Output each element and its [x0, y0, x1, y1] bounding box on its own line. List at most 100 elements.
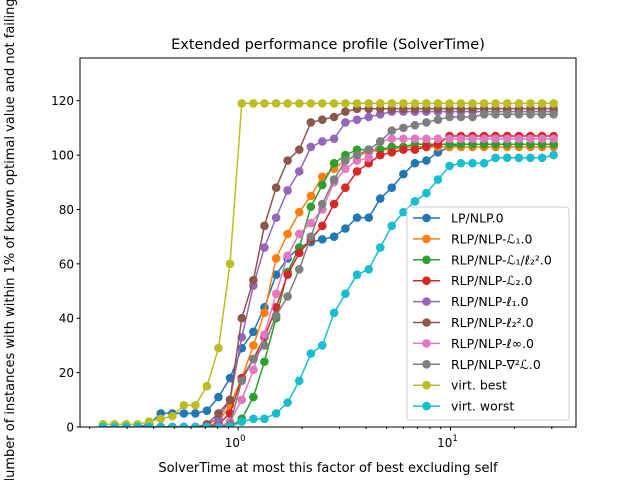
data-point	[202, 381, 212, 391]
series-line	[103, 108, 554, 427]
data-point	[249, 341, 258, 350]
data-point	[526, 153, 535, 163]
data-point	[502, 134, 512, 144]
data-point	[306, 232, 316, 241]
data-point	[179, 422, 189, 427]
data-point	[410, 99, 420, 108]
legend-item-9: virt. worst	[413, 399, 514, 414]
y-tick-label: 80	[59, 203, 74, 217]
data-point	[271, 213, 281, 222]
data-point	[283, 251, 292, 260]
data-point	[260, 414, 269, 424]
data-point	[317, 115, 327, 125]
data-point	[422, 99, 431, 108]
data-point	[341, 289, 350, 299]
legend-label: RLP/NLP-ℒ₂.0	[451, 273, 532, 288]
legend-item-0: LP/NLP.0	[413, 211, 504, 226]
data-point	[110, 422, 119, 427]
series-line	[103, 138, 554, 427]
data-point	[317, 99, 327, 108]
data-point	[479, 158, 489, 168]
data-point	[260, 330, 269, 339]
data-point	[537, 153, 547, 163]
data-point	[144, 422, 154, 427]
data-point	[225, 259, 235, 269]
data-point	[410, 120, 420, 130]
data-point	[410, 134, 420, 144]
data-point	[271, 303, 281, 312]
y-tick-label: 120	[51, 94, 74, 108]
data-point	[341, 164, 350, 173]
legend-item-8: virt. best	[413, 378, 507, 393]
legend-marker	[422, 276, 431, 286]
data-point	[283, 99, 292, 108]
data-point	[260, 308, 269, 318]
x-axis-label: SolverTime at most this factor of best e…	[158, 461, 498, 476]
data-point	[387, 99, 397, 108]
plot-frame	[79, 57, 577, 428]
data-point	[399, 123, 408, 133]
data-point	[260, 243, 269, 252]
data-point	[537, 134, 547, 144]
data-point	[202, 406, 212, 415]
data-point	[352, 270, 362, 280]
data-point	[133, 422, 142, 427]
data-point	[387, 126, 397, 135]
data-point	[456, 112, 466, 122]
data-point	[364, 99, 374, 108]
legend-label: LP/NLP.0	[451, 211, 504, 226]
data-point	[422, 134, 431, 144]
data-point	[410, 158, 420, 168]
data-point	[237, 417, 247, 426]
data-point	[364, 264, 374, 274]
x-tick-exponent: 0	[240, 434, 245, 444]
legend-item-6: RLP/NLP-ℓ∞.0	[413, 336, 534, 351]
data-point	[375, 243, 385, 252]
series-9	[98, 150, 558, 427]
data-point	[283, 229, 292, 239]
data-point	[283, 292, 292, 301]
data-point	[306, 142, 316, 152]
data-point	[364, 213, 374, 222]
data-point	[468, 134, 477, 144]
legend-marker	[422, 297, 431, 306]
data-point	[214, 409, 223, 418]
data-point	[294, 229, 304, 239]
data-point	[352, 115, 362, 125]
data-point	[214, 343, 223, 353]
data-point	[549, 150, 558, 160]
data-point	[433, 99, 443, 108]
x-tick-exponent: 1	[452, 434, 457, 444]
legend-marker	[422, 234, 431, 244]
data-point	[514, 153, 524, 163]
legend-item-5: RLP/NLP-ℓ₂².0	[413, 315, 534, 330]
data-point	[375, 99, 385, 108]
data-point	[191, 422, 200, 427]
data-point	[445, 99, 454, 108]
x-tick-label: 100	[225, 434, 246, 450]
data-point	[306, 202, 316, 212]
data-point	[433, 175, 443, 184]
data-point	[341, 183, 350, 193]
data-point	[329, 308, 339, 318]
legend-marker	[422, 401, 431, 411]
data-point	[341, 118, 350, 127]
y-tick-label: 0	[66, 421, 74, 435]
data-point	[479, 99, 489, 108]
data-point	[526, 99, 535, 108]
legend-label: virt. best	[451, 378, 507, 393]
data-point	[329, 99, 339, 108]
data-point	[445, 134, 454, 144]
data-point	[294, 207, 304, 217]
x-tick-base: 10	[225, 436, 240, 450]
data-point	[294, 248, 304, 258]
data-point	[214, 392, 223, 402]
data-point	[329, 158, 339, 168]
data-point	[306, 191, 316, 201]
data-point	[433, 115, 443, 125]
x-tick-label: 101	[437, 434, 458, 450]
data-point	[410, 197, 420, 206]
data-point	[249, 99, 258, 108]
legend-item-1: RLP/NLP-ℒ₁.0	[413, 231, 532, 246]
data-point	[294, 145, 304, 154]
